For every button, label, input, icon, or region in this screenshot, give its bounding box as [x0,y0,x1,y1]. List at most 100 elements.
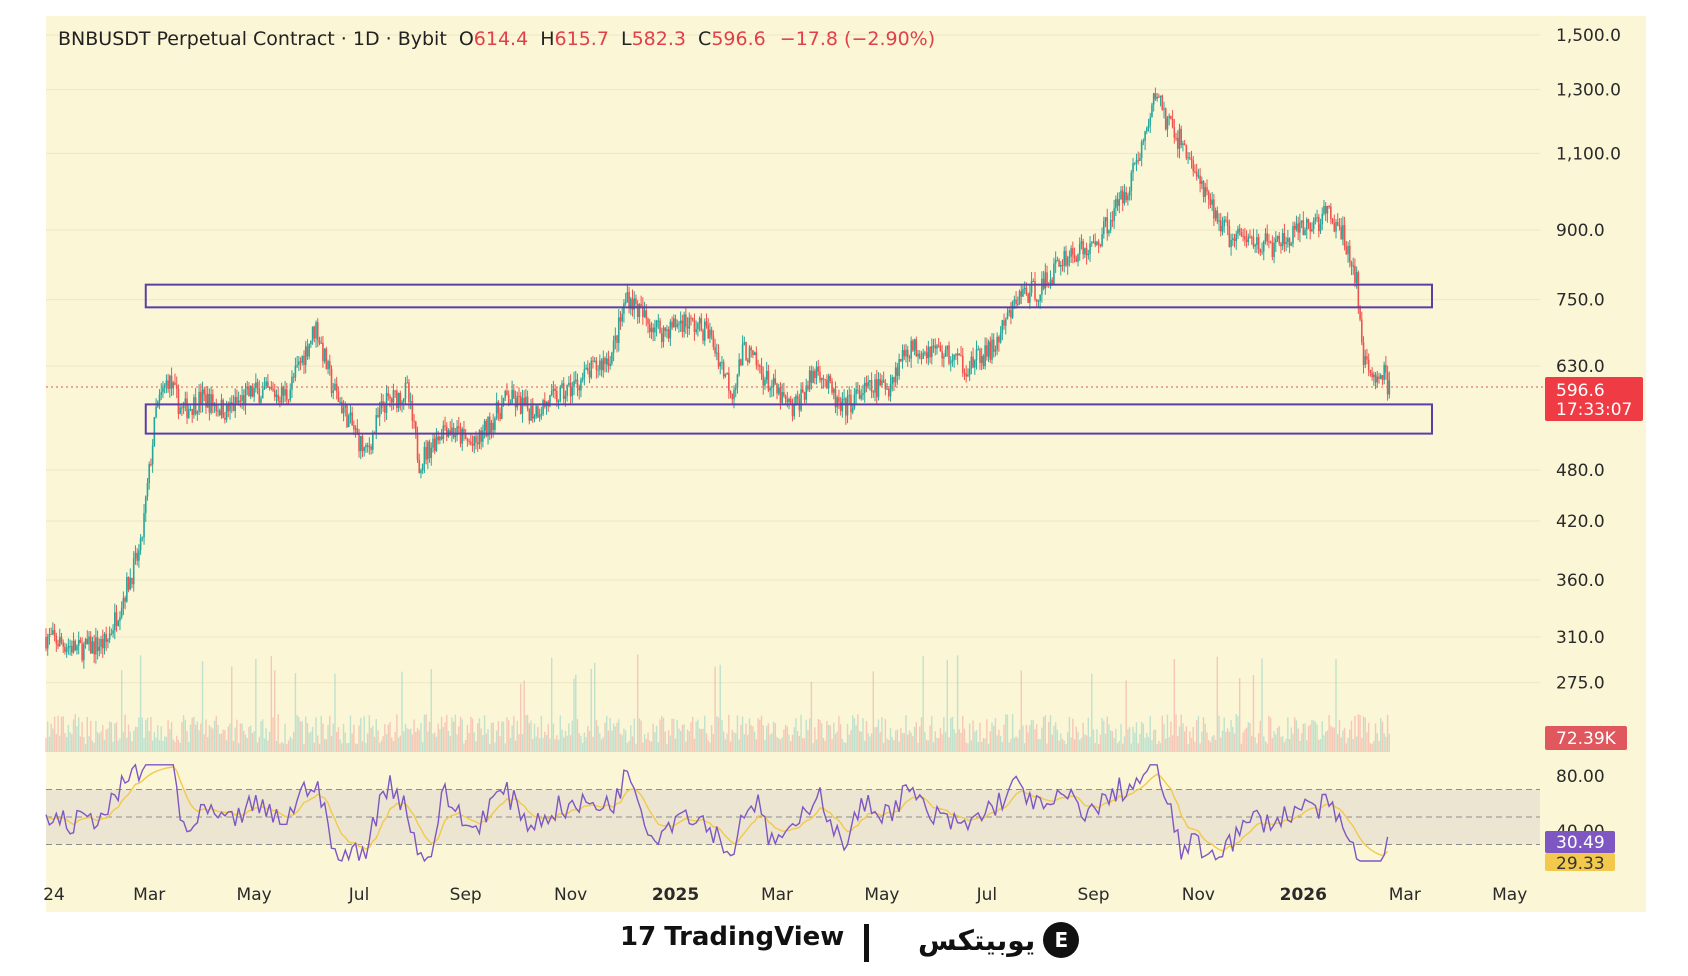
candle-body [83,643,85,661]
volume-bar [803,738,806,752]
volume-bar [833,722,835,752]
volume-bar [1342,730,1344,752]
candle-body [611,352,613,364]
volume-bar [380,740,383,752]
candle-body [342,407,345,413]
volume-bar [91,740,94,752]
volume-bar [60,716,63,752]
candle-body [1075,258,1078,262]
volume-bar [638,718,641,752]
candle-body [143,513,145,538]
volume-bar [327,725,329,752]
candle-body [746,360,749,363]
volume-bar [636,654,639,752]
volume-bar [1168,737,1170,752]
candle-body [1018,291,1021,304]
candle-body [408,382,410,402]
candle-body [174,382,176,385]
volume-bar [255,659,257,752]
volume-bar [642,742,644,752]
volume-bar [153,732,156,752]
volume-bar [169,728,171,752]
volume-bar [1374,723,1377,752]
candle-body [1125,192,1127,201]
candle-body [905,349,907,357]
candle-body [566,385,568,396]
candle-body [998,336,1000,343]
candle-body [244,389,247,406]
candle-body [265,381,267,387]
candle-body [1132,163,1134,173]
volume-bar [360,717,362,752]
volume-bar [69,732,71,752]
candle-body [599,360,601,370]
volume-bar [1061,738,1064,752]
volume-bar [459,716,462,752]
candle-body [93,641,95,655]
candle-body [881,380,883,386]
candle-body [588,370,591,378]
candle-body [172,382,175,389]
volume-bar [65,737,68,752]
candle-body [1326,205,1329,214]
candle-body [296,364,298,366]
volume-bar [1189,731,1191,752]
volume-bar [991,722,993,752]
volume-bar [335,731,338,752]
candle-body [838,397,840,403]
price-tick-label: 900.0 [1556,221,1605,241]
volume-bar [717,717,720,752]
candle-body [891,377,894,384]
candle-body [1070,248,1072,257]
candle-body [1171,118,1174,128]
volume-bar [544,731,546,752]
candle-body [757,365,759,367]
volume-bar [310,731,312,752]
candle-body [1163,108,1165,110]
candle-body [1192,160,1195,172]
volume-bar [1068,716,1071,752]
volume-bar [624,730,627,752]
volume-bar [511,725,513,752]
volume-bar [172,739,174,752]
candle-body [624,301,627,304]
chart-header: BNBUSDT Perpetual Contract · 1D · Bybit … [58,28,935,50]
candle-body [263,386,266,390]
volume-bar [1144,737,1146,752]
volume-bar [1271,738,1274,752]
volume-bar [72,719,75,752]
volume-bar [399,735,402,752]
candle-body [179,407,181,414]
volume-bar [1044,715,1047,752]
candle-body [1039,294,1041,301]
candle-body [783,392,785,396]
candle-body [679,320,682,324]
candle-body [311,326,314,341]
candle-body [341,401,343,413]
volume-bar [595,720,598,752]
candle-body [194,397,197,414]
candle-body [697,323,699,330]
candle-body [501,403,503,420]
price-tick-label: 1,100.0 [1556,144,1621,164]
volume-bar [528,723,531,752]
candle-body [1219,220,1222,232]
volume-bar [533,723,536,752]
volume-bar [375,718,377,752]
candle-body [1096,241,1098,245]
volume-bar [189,724,192,752]
candle-body [1348,245,1351,263]
volume-bar [937,738,940,752]
candle-body [786,398,789,403]
volume-bar [117,740,119,752]
candle-body [1061,265,1064,267]
candle-body [488,416,491,435]
candle-body [597,369,599,371]
volume-bar [655,725,658,752]
volume-bar [392,741,395,752]
candle-body [95,637,97,655]
volume-bar [989,731,991,752]
volume-bar [917,742,919,752]
volume-bar [1154,729,1157,752]
